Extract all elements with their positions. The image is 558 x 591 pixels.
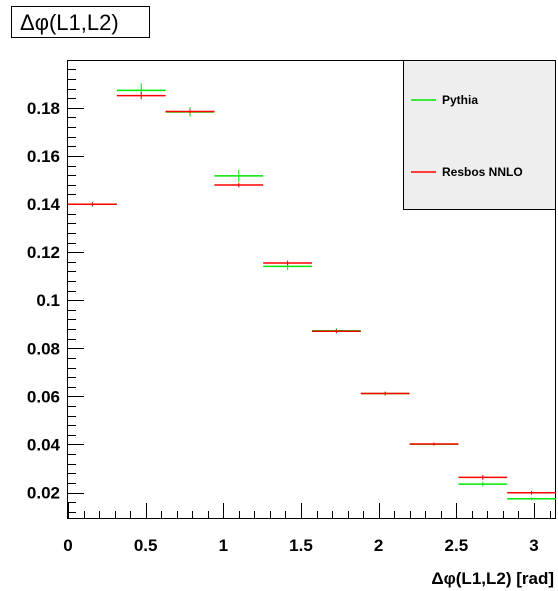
x-tick-label: 0: [63, 536, 72, 555]
y-tick-label: 0.12: [27, 243, 60, 262]
x-axis-title: Δφ(L1,L2) [rad]: [431, 569, 554, 588]
x-tick-label: 0.5: [134, 536, 158, 555]
title-box: Δφ(L1,L2): [11, 6, 150, 38]
y-tick-label: 0.08: [27, 339, 60, 358]
x-tick-label: 2.5: [445, 536, 469, 555]
legend-label-resbos: Resbos NNLO: [442, 165, 523, 179]
legend: Pythia Resbos NNLO: [403, 60, 556, 210]
chart-title: Δφ(L1,L2): [20, 10, 119, 35]
y-tick-label: 0.02: [27, 484, 60, 503]
legend-label-pythia: Pythia: [442, 93, 478, 107]
x-tick-label: 2: [374, 536, 383, 555]
legend-box: [403, 60, 556, 210]
x-tick-label: 1.5: [289, 536, 313, 555]
x-tick-label: 1: [219, 536, 228, 555]
plot-frame: [67, 60, 556, 519]
y-tick-labels: 0.02 0.04 0.06 0.08 0.1 0.12 0.14 0.16 0.18: [27, 99, 61, 503]
y-tick-label: 0.14: [27, 195, 61, 214]
x-tick-label: 3: [529, 536, 538, 555]
y-tick-label: 0.16: [27, 147, 60, 166]
y-tick-label: 0.1: [36, 291, 60, 310]
y-tick-label: 0.06: [27, 387, 60, 406]
y-tick-label: 0.18: [27, 99, 60, 118]
y-tick-label: 0.04: [27, 435, 61, 454]
series-resbos-nnlo: [68, 92, 556, 495]
x-tick-labels: 0 0.5 1 1.5 2 2.5 3: [63, 536, 538, 555]
series-layer: [68, 83, 556, 501]
